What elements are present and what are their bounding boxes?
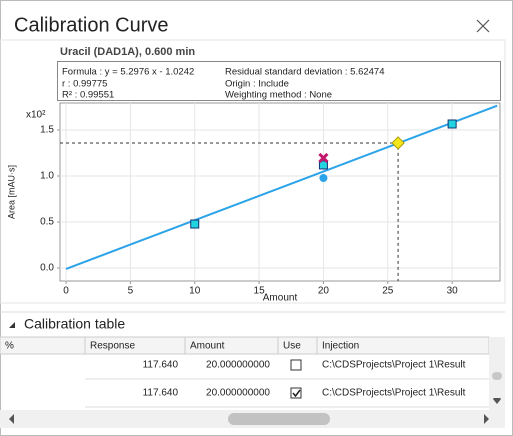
injection: C:\CDSProjects\Project 1\Result bbox=[322, 388, 466, 399]
x-tick-label: 0 bbox=[63, 286, 69, 297]
injection: C:\CDSProjects\Project 1\Result bbox=[322, 360, 466, 371]
point bbox=[190, 219, 200, 229]
collapse-toggle[interactable] bbox=[9, 322, 15, 328]
x-axis-label: Amount bbox=[263, 293, 298, 304]
amount: 20.000000000 bbox=[206, 388, 270, 399]
column-header: Response bbox=[90, 341, 135, 352]
y-tick-label: 1.5 bbox=[40, 125, 54, 136]
x-tick-label: 15 bbox=[254, 286, 266, 297]
point bbox=[319, 174, 328, 183]
info-text: Residual standard deviation : 5.62474 bbox=[225, 67, 385, 78]
y-scale-label: x10² bbox=[26, 110, 46, 121]
info-text: R² : 0.99551 bbox=[62, 90, 114, 101]
checkmark bbox=[292, 389, 301, 398]
point bbox=[318, 160, 328, 170]
info-text: Origin : Include bbox=[225, 79, 289, 90]
x-tick-label: 5 bbox=[128, 286, 134, 297]
x-tick-label: 25 bbox=[382, 286, 394, 297]
amount: 20.000000000 bbox=[206, 360, 270, 371]
info-text: r : 0.99775 bbox=[62, 79, 107, 90]
x-tick-label: 20 bbox=[318, 286, 330, 297]
calibration-line bbox=[65, 104, 498, 270]
chart-title: Uracil (DAD1A), 0.600 min bbox=[60, 46, 195, 58]
response: 117.640 bbox=[143, 388, 179, 399]
chart-panel bbox=[0, 39, 506, 304]
info-box bbox=[57, 61, 501, 101]
table-header bbox=[0, 336, 490, 355]
info-text: Formula : y = 5.2976 x - 1.0242 bbox=[62, 67, 194, 78]
column-header: Amount bbox=[190, 341, 225, 352]
table: % Response Amount Use Injection 117.640 20.000… bbox=[0, 336, 490, 408]
column-header: % bbox=[5, 341, 14, 352]
info-text: Weighting method : None bbox=[225, 90, 332, 101]
window-title: Calibration Curve bbox=[14, 14, 169, 36]
column-header: Injection bbox=[322, 341, 359, 352]
column-header: Use bbox=[283, 341, 301, 352]
horizontal-scrollbar[interactable] bbox=[0, 410, 505, 428]
x-tick-label: 30 bbox=[447, 286, 459, 297]
y-tick-label: 0.5 bbox=[40, 217, 54, 228]
response: 117.640 bbox=[143, 360, 179, 371]
point bbox=[447, 119, 457, 129]
y-tick-label: 0.0 bbox=[40, 263, 54, 274]
point bbox=[391, 136, 405, 150]
y-axis-label: Area [mAU·s] bbox=[6, 165, 16, 219]
section-title: Calibration table bbox=[24, 316, 125, 332]
vertical-scrollbar[interactable] bbox=[489, 337, 505, 410]
use-checkbox[interactable] bbox=[290, 359, 302, 371]
close-button[interactable] bbox=[476, 19, 490, 33]
point bbox=[318, 152, 329, 164]
y-tick-label: 1.0 bbox=[40, 171, 54, 182]
use-checkbox[interactable] bbox=[290, 387, 302, 399]
x-tick-label: 10 bbox=[189, 286, 201, 297]
